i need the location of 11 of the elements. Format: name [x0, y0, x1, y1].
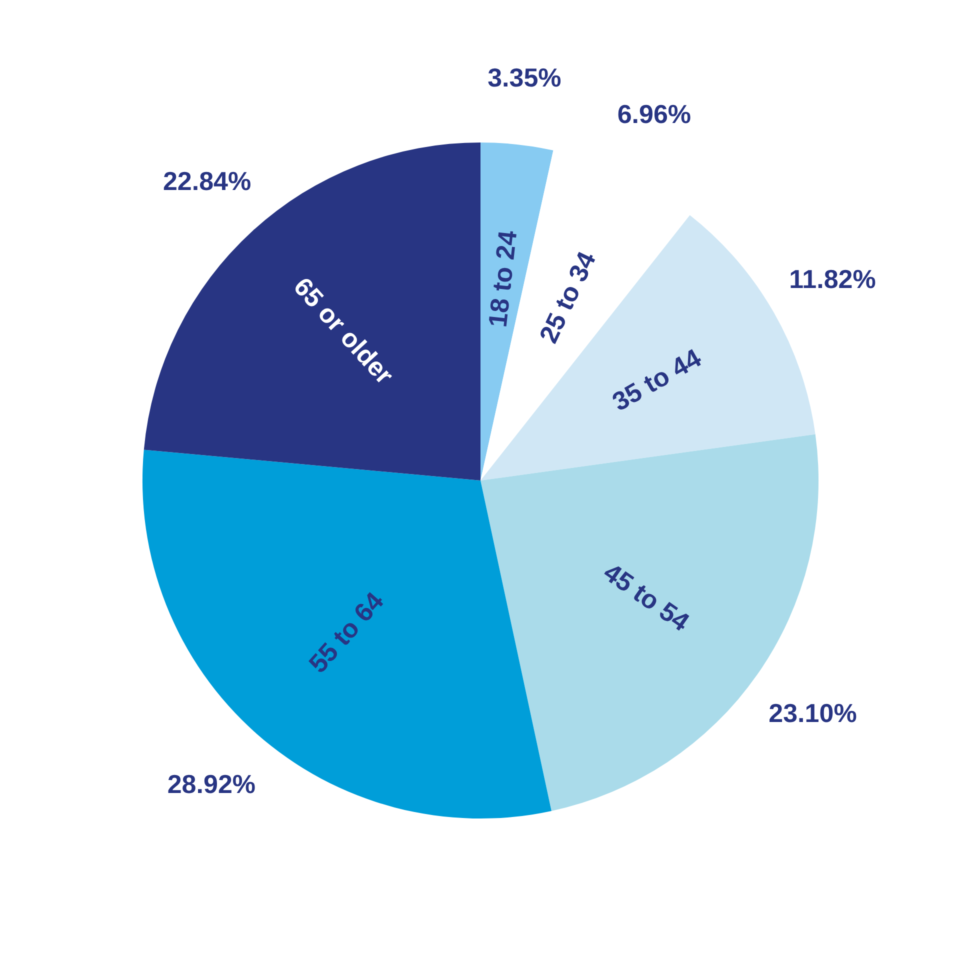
- data-label: 23.10%: [768, 698, 857, 728]
- data-label: 11.82%: [789, 264, 876, 294]
- slice-label: 18 to 24: [482, 228, 523, 329]
- slice-label: 55 to 64: [302, 586, 390, 678]
- slice-label: 45 to 54: [598, 556, 696, 638]
- data-label: 22.84%: [162, 166, 252, 196]
- data-label: 6.96%: [617, 98, 692, 129]
- data-label: 28.92%: [167, 769, 256, 800]
- slice-label: 25 to 34: [533, 246, 602, 348]
- slice-label: 35 to 44: [607, 342, 706, 417]
- data-label: 3.35%: [488, 62, 562, 92]
